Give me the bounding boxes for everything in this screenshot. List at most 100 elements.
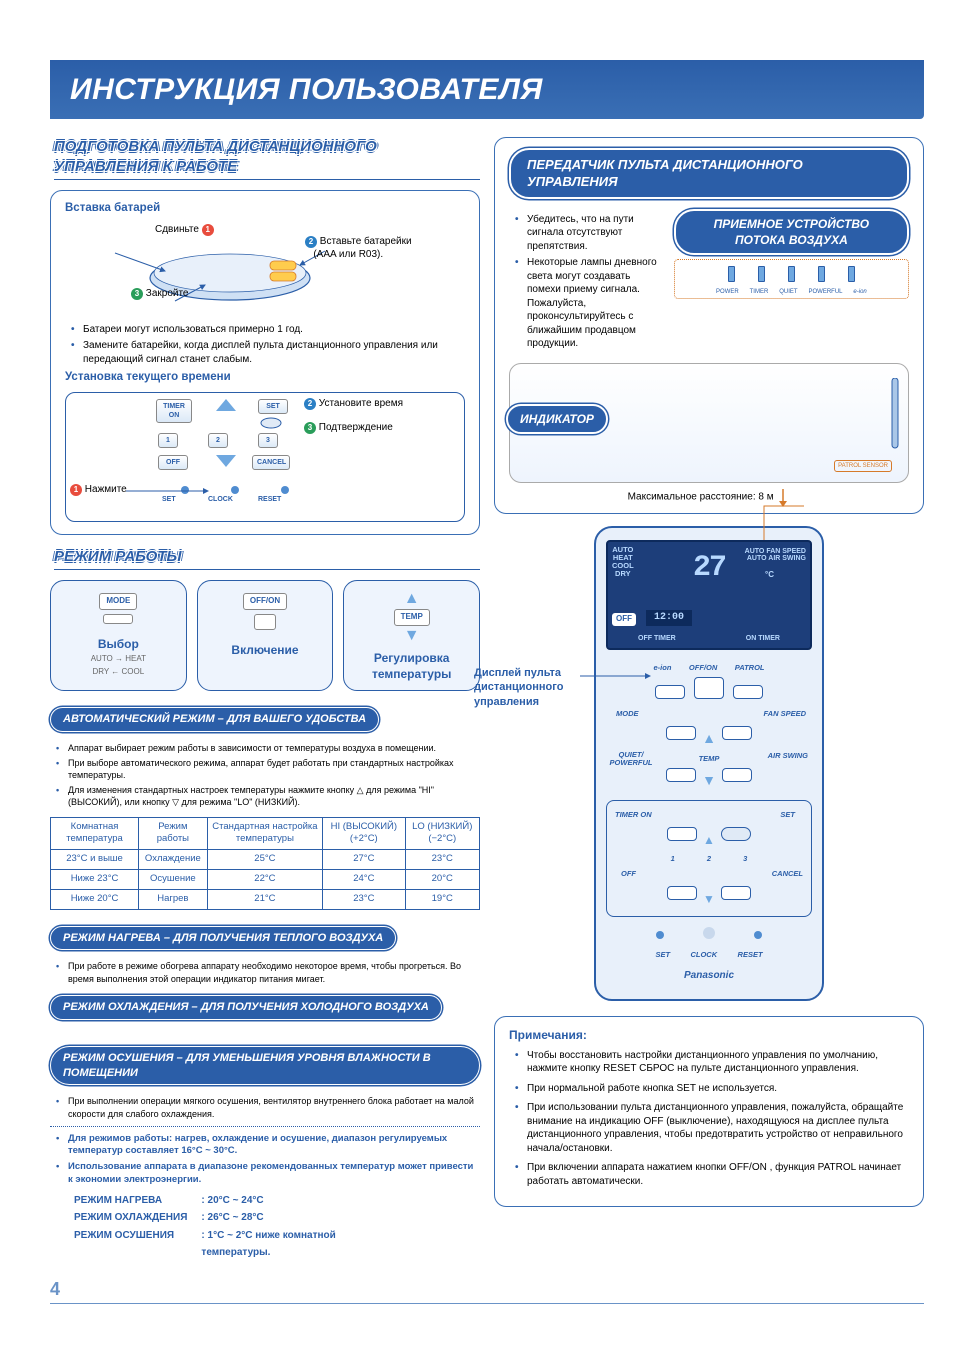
td: 23°C и выше (51, 850, 139, 870)
led-icon (818, 266, 825, 282)
td: 25°C (207, 850, 322, 870)
ind-label: QUIET (779, 289, 797, 295)
notes-list: Чтобы восстановить настройки дистанционн… (509, 1049, 909, 1189)
dot-icon (281, 486, 289, 494)
display-label: Дисплей пульта дистанционного управления (474, 667, 563, 709)
list-item: При выполнении операции мягкого осушения… (54, 1095, 480, 1119)
page-number: 4 (50, 1277, 924, 1301)
list-item: Для режимов работы: нагрев, охлаждение и… (54, 1133, 480, 1159)
ind-label: TIMER (750, 289, 769, 295)
battery-notes-list: Батареи могут использоваться примерно 1 … (65, 323, 465, 367)
remote-control: AUTO HEAT COOL DRY OFF 27 °C AUTO FAN SP… (594, 526, 824, 1001)
list-item: Аппарат выбирает режим работы в зависимо… (54, 742, 480, 754)
max-distance-label: Максимальное расстояние: 8 м (628, 491, 774, 502)
rec-label: РЕЖИМ НАГРЕВА (68, 1193, 193, 1209)
mode-card: MODE Выбор AUTO → HEAT DRY ← COOL (50, 580, 187, 691)
temp-label-b: температуры (350, 666, 473, 682)
lcd-auto2: AUTO (747, 555, 767, 562)
cool-mode-pill: РЕЖИМ ОХЛАЖДЕНИЯ – ДЛЯ ПОЛУЧЕНИЯ ХОЛОДНО… (50, 995, 442, 1020)
rec-val: : 20°C ~ 24°C (195, 1193, 341, 1209)
heat-mode-pill: РЕЖИМ НАГРЕВА – ДЛЯ ПОЛУЧЕНИЯ ТЕПЛОГО ВО… (50, 926, 396, 951)
rl-temp: TEMP (699, 754, 720, 763)
power-button-icon (254, 614, 276, 630)
rl-patrol: PATROL (735, 663, 765, 672)
battery-panel: Вставка батарей Сдвиньте 1 2 (50, 190, 480, 535)
list-item: Для изменения стандартных настроек темпе… (54, 784, 480, 808)
up-arrow-icon: ▲ (703, 833, 715, 847)
indicator-pill: ИНДИКАТОР (506, 404, 608, 434)
mode-btn-label: MODE (99, 593, 137, 610)
off-button: OFF (158, 455, 188, 470)
led-icon (788, 266, 795, 282)
ind-label: e-ion (853, 289, 866, 295)
rl-n2: 2 (707, 854, 711, 863)
lcd-clock: 12:00 (646, 610, 692, 626)
lcd-auto: AUTO (745, 548, 765, 555)
time-step3-label: Подтверждение (319, 422, 393, 433)
time-heading: Установка текущего времени (65, 370, 465, 386)
rl-off: OFF (621, 869, 636, 879)
remote-btn (655, 685, 685, 699)
rec-val: : 1°C ~ 2°C ниже комнатной (195, 1228, 341, 1244)
auto-mode-bullets: Аппарат выбирает режим работы в зависимо… (50, 742, 480, 809)
lcd-c: °C (765, 570, 774, 581)
rl-set2: SET (655, 950, 670, 959)
lcd-temp: 27 (693, 548, 725, 589)
timer-on-button: TIMER ON (156, 399, 192, 424)
td: 23°C (323, 889, 405, 909)
recommended-temps-table: РЕЖИМ НАГРЕВА: 20°C ~ 24°C РЕЖИМ ОХЛАЖДЕ… (66, 1191, 344, 1263)
down-arrow-icon: ▼ (702, 772, 716, 788)
num-3-button: 3 (258, 433, 278, 448)
lcd-off: OFF (612, 613, 636, 626)
dot-icon (656, 931, 664, 939)
rl-clock: CLOCK (690, 950, 717, 959)
td: Ниже 23°C (51, 869, 139, 889)
mode-button-icon (103, 614, 133, 624)
heat-bullets: При работе в режиме обогрева аппарату не… (50, 960, 480, 984)
battery-heading: Вставка батарей (65, 201, 465, 217)
remote-btn (667, 886, 697, 900)
list-item: При работе в режиме обогрева аппарату не… (54, 960, 480, 984)
time-step2-label: Установите время (319, 398, 403, 409)
cancel-button: CANCEL (252, 455, 290, 470)
remote-wrap: Дисплей пульта дистанционного управления… (494, 526, 924, 1006)
step-2-badge: 2 (305, 236, 317, 248)
td: Нагрев (139, 889, 208, 909)
td: 27°C (323, 850, 405, 870)
battery-step2b-label: (AAA или R03). (313, 249, 383, 260)
th: Стандартная настройка температуры (207, 817, 322, 850)
notes-item: При использовании пульта дистанционного … (513, 1101, 909, 1155)
led-icon (758, 266, 765, 282)
td: 21°C (207, 889, 322, 909)
remote-btn (666, 726, 696, 740)
notes-heading: Примечания: (509, 1027, 909, 1043)
battery-note-item: Замените батарейки, когда дисплей пульта… (69, 339, 465, 366)
ind-label: POWER (716, 289, 739, 295)
td: 23°C (405, 850, 479, 870)
patrol-sensor-label: PATROL SENSOR (834, 460, 892, 472)
auto-mode-pill: АВТОМАТИЧЕСКИЙ РЕЖИМ – ДЛЯ ВАШЕГО УДОБСТ… (50, 707, 379, 732)
dot-icon (754, 931, 762, 939)
page-divider (50, 1303, 924, 1304)
remote-btn (694, 677, 724, 699)
dry-bullets: При выполнении операции мягкого осушения… (50, 1095, 480, 1119)
led-icon (728, 266, 735, 282)
power-label: Включение (204, 642, 327, 658)
temp-table: Комнатная температура Режим работы Станд… (50, 817, 480, 910)
temp-card: ▲ TEMP ▼ Регулировка температуры (343, 580, 480, 691)
td: 22°C (207, 869, 322, 889)
auto-mode-section: АВТОМАТИЧЕСКИЙ РЕЖИМ – ДЛЯ ВАШЕГО УДОБСТ… (50, 701, 480, 910)
rl-air: AIR SWING (768, 751, 808, 761)
up-arrow-icon: ▲ (702, 730, 716, 746)
transmitter-panel: ПЕРЕДАТЧИК ПУЛЬТА ДИСТАНЦИОННОГО УПРАВЛЕ… (494, 137, 924, 514)
battery-note-item: Батареи могут использоваться примерно 1 … (69, 323, 465, 337)
remote-btn (721, 886, 751, 900)
lcd-on-timer: ON TIMER (746, 634, 780, 643)
th: HI (ВЫСОКИЙ) (+2°C) (323, 817, 405, 850)
rl-fan: FAN SPEED (763, 709, 806, 719)
notes-item: При нормальной работе кнопка SET не испо… (513, 1082, 909, 1096)
set-button: SET (258, 399, 288, 414)
power-btn-label: OFF/ON (243, 593, 287, 610)
lcd-air: AIR SWING (768, 555, 806, 562)
rl-eion: e-ion (653, 663, 671, 672)
